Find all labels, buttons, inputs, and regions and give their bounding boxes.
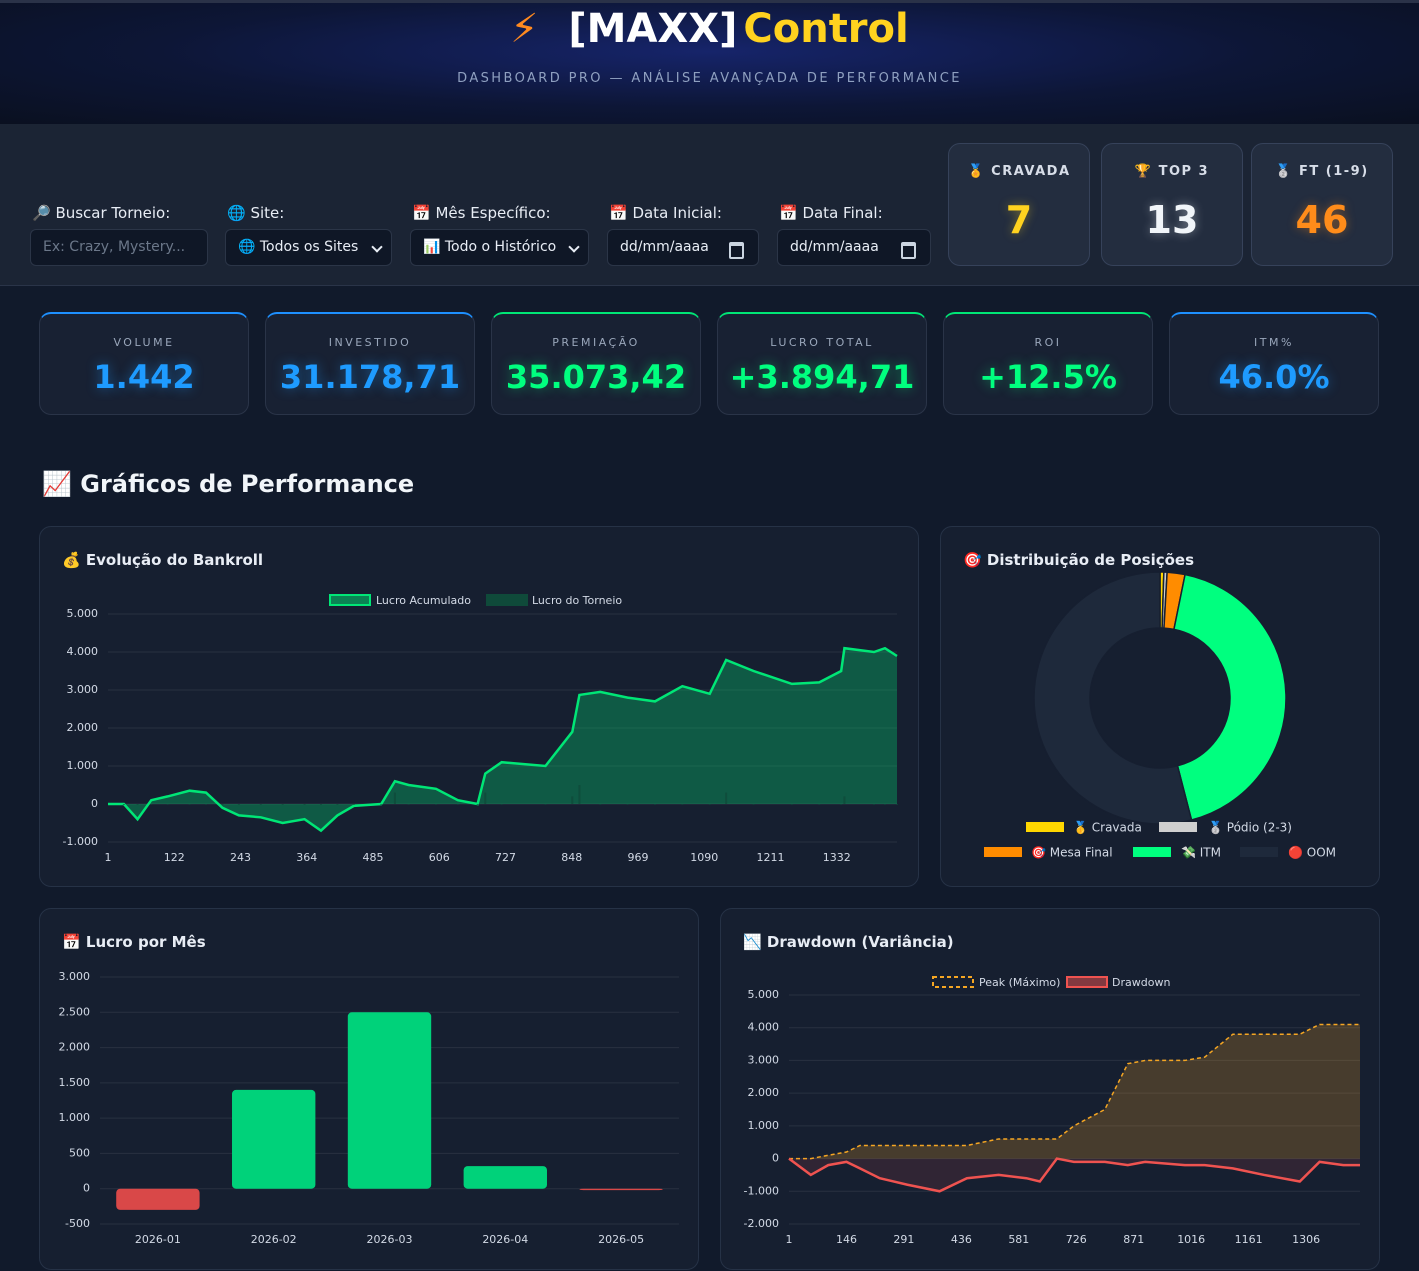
- medal-value: 7: [1005, 198, 1033, 242]
- stat-card: ITM% 46.0%: [1169, 312, 1379, 415]
- filter-label: 📅 Data Final:: [779, 204, 883, 222]
- chart-title: 💰 Evolução do Bankroll: [62, 551, 264, 569]
- stat-value: +12.5%: [979, 358, 1117, 396]
- stat-card: PREMIAÇÃO 35.073,42: [491, 312, 701, 415]
- chart-card: 🎯 Distribuição de Posições: [940, 526, 1380, 887]
- stat-card: LUCRO TOTAL +3.894,71: [717, 312, 927, 415]
- stat-value: 1.442: [93, 358, 195, 396]
- title-icon: ⚡: [510, 6, 539, 52]
- chart-card: 📅 Lucro por Mês: [39, 908, 699, 1270]
- stat-label: PREMIAÇÃO: [552, 336, 640, 349]
- date-input[interactable]: dd/mm/aaaa: [777, 229, 931, 266]
- filter-label: 🔎 Buscar Torneio:: [32, 204, 171, 222]
- search-input[interactable]: Ex: Crazy, Mystery...: [30, 229, 208, 266]
- medal-value: 13: [1145, 198, 1199, 242]
- stat-card: INVESTIDO 31.178,71: [265, 312, 475, 415]
- app-title: ⚡ [MAXX] Control: [0, 5, 1419, 53]
- chart-title: 🎯 Distribuição de Posições: [963, 551, 1195, 569]
- stat-value: +3.894,71: [729, 358, 915, 396]
- stat-label: LUCRO TOTAL: [770, 336, 874, 349]
- stat-value: 35.073,42: [505, 358, 687, 396]
- filter-label: 📅 Mês Específico:: [412, 204, 551, 222]
- stat-value: 31.178,71: [279, 358, 461, 396]
- title-part: Control: [743, 6, 909, 52]
- medal-label: 🏅 CRAVADA: [967, 164, 1071, 179]
- chart-card: 💰 Evolução do Bankroll: [39, 526, 919, 887]
- stat-label: ROI: [1034, 336, 1062, 349]
- medal-value: 46: [1295, 198, 1349, 242]
- stat-label: ITM%: [1254, 336, 1294, 349]
- chart-title: 📅 Lucro por Mês: [62, 933, 206, 951]
- stat-card: VOLUME 1.442: [39, 312, 249, 415]
- stat-label: VOLUME: [113, 336, 175, 349]
- stat-label: INVESTIDO: [328, 336, 412, 349]
- medal-card: 🥈 FT (1-9) 46: [1251, 143, 1393, 266]
- medal-card: 🏅 CRAVADA 7: [948, 143, 1090, 266]
- medal-label: 🥈 FT (1-9): [1275, 164, 1369, 179]
- stat-value: 46.0%: [1218, 358, 1330, 396]
- title-part: [MAXX]: [568, 6, 738, 52]
- stat-card: ROI +12.5%: [943, 312, 1153, 415]
- select[interactable]: 🌐 Todos os Sites: [225, 229, 392, 266]
- filter-label: 🌐 Site:: [227, 204, 285, 222]
- section-title: 📈 Gráficos de Performance: [42, 470, 415, 498]
- select[interactable]: 📊 Todo o Histórico: [410, 229, 589, 266]
- filter-label: 📅 Data Inicial:: [609, 204, 722, 222]
- medal-label: 🏆 TOP 3: [1134, 164, 1210, 179]
- header: ⚡ [MAXX] Control DASHBOARD PRO — ANÁLISE A…: [0, 0, 1419, 124]
- chart-title: 📉 Drawdown (Variância): [743, 933, 954, 951]
- date-input[interactable]: dd/mm/aaaa: [607, 229, 759, 266]
- chart-card: 📉 Drawdown (Variância): [720, 908, 1380, 1270]
- subtitle: DASHBOARD PRO — ANÁLISE AVANÇADA DE PERF…: [457, 71, 962, 86]
- medal-card: 🏆 TOP 3 13: [1101, 143, 1243, 266]
